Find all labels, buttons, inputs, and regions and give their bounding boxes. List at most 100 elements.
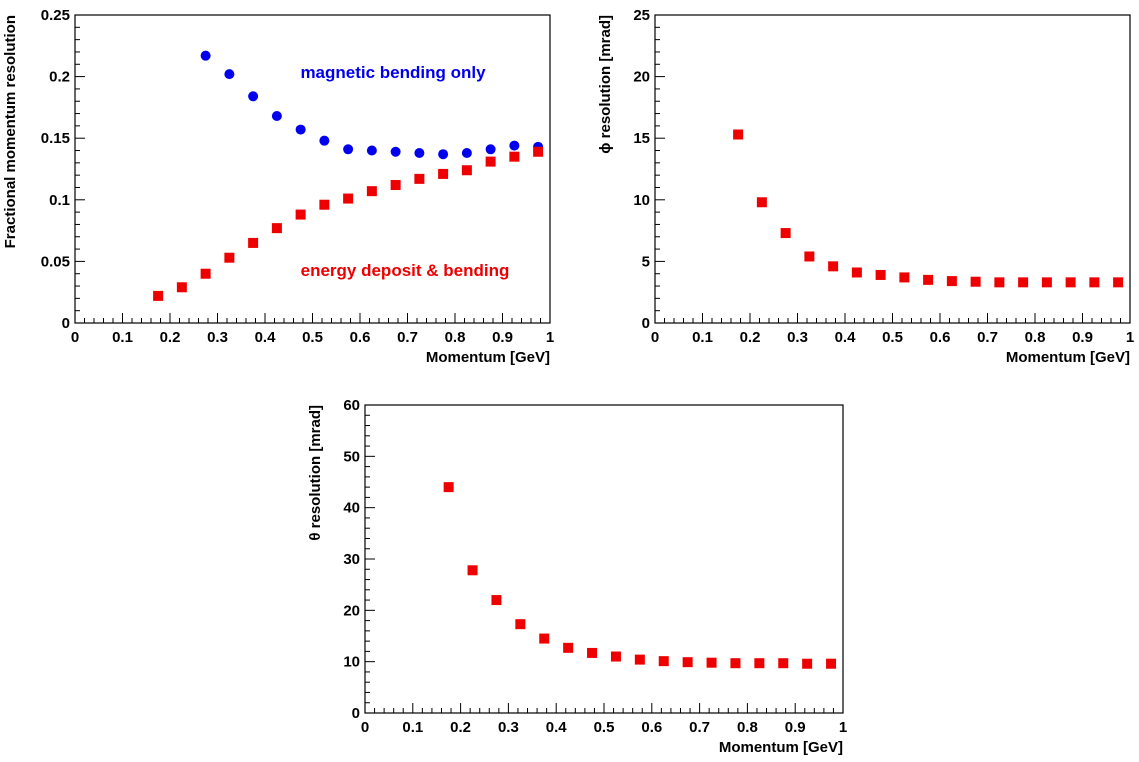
data-point [343,144,354,155]
data-point [563,642,574,653]
y-tick-label: 15 [633,130,650,147]
data-point [176,282,187,293]
x-tick-label: 0.2 [160,329,181,346]
data-point [366,145,377,156]
x-tick-label: 0.3 [498,719,519,736]
y-tick-label: 10 [343,654,360,671]
data-point [443,482,454,493]
data-point [509,151,520,162]
x-tick-label: 0.7 [977,329,998,346]
data-point [756,197,767,208]
data-point [899,272,910,283]
y-axis-title: ϕ resolution [mrad] [597,15,614,154]
data-point [414,173,425,184]
data-point [733,129,744,140]
x-tick-label: 0.7 [397,329,418,346]
data-point [319,199,330,210]
data-point [970,276,981,287]
y-tick-label: 25 [633,7,650,24]
series-1 [733,129,1124,288]
chart-1: 0 0.1 0.2 0.3 0.4 0.5 0.6 0.7 0.8 0.9 1 0 0.05 0.1 0.1… [2,7,554,366]
data-point [875,269,886,280]
x-tick-label: 0.5 [594,719,615,736]
data-point [1065,277,1076,288]
data-point [1041,277,1052,288]
data-point [224,252,235,263]
y-axis-title: Fractional momentum resolution [2,15,19,248]
series-1 [443,482,837,669]
data-point [634,654,645,665]
data-point [248,237,259,248]
y-tick-label: 0 [62,315,70,332]
x-tick-label: 0.5 [302,329,323,346]
plot-frame [364,404,844,714]
x-tick-label: 0.1 [402,719,423,736]
x-tick-label: 0.2 [740,329,761,346]
plot-frame [654,14,1131,324]
data-point [754,658,765,669]
data-point [730,658,741,669]
x-tick-label: 1 [839,719,847,736]
data-point [1018,277,1029,288]
x-tick-label: 0.9 [785,719,806,736]
data-point [271,223,282,234]
x-axis-title: Momentum [GeV] [1006,349,1130,366]
data-point [295,124,306,135]
x-tick-label: 0.3 [207,329,228,346]
x-axis-title: Momentum [GeV] [426,349,550,366]
x-tick-label: 1 [1126,329,1134,346]
x-tick-label: 0.6 [930,329,951,346]
data-point [461,165,472,176]
x-tick-label: 0 [361,719,369,736]
y-tick-label: 20 [633,69,650,86]
y-tick-label: 20 [343,602,360,619]
data-point [778,658,789,669]
data-point [390,180,401,191]
y-tick-label: 0.05 [41,253,70,270]
x-tick-label: 0 [71,329,79,346]
data-point [802,658,813,669]
data-point [200,268,211,279]
chart-2: 0 0.1 0.2 0.3 0.4 0.5 0.6 0.7 0.8 0.9 10510152025M… [597,7,1134,366]
y-tick-label: 0.25 [41,7,70,24]
y-tick-label: 40 [343,500,360,517]
y-tick-label: 0 [642,315,650,332]
x-tick-label: 0.8 [737,719,758,736]
data-point [851,267,862,278]
data-point [390,146,401,157]
x-tick-label: 0.2 [450,719,471,736]
data-point [587,647,598,658]
y-tick-label: 30 [343,551,360,568]
data-point [828,261,839,272]
data-point [414,147,425,158]
data-point [533,146,544,157]
x-tick-label: 0.1 [112,329,133,346]
data-point [485,144,496,155]
data-point [1089,277,1100,288]
x-tick-label: 0.8 [1025,329,1046,346]
series-2 [153,146,544,301]
data-point [438,149,449,160]
data-point [682,657,693,668]
data-point [461,147,472,158]
data-point [319,135,330,146]
x-tick-label: 0.6 [350,329,371,346]
x-tick-label: 0.7 [689,719,710,736]
x-tick-label: 0.4 [835,329,857,346]
data-point [248,91,259,102]
x-tick-label: 0.4 [255,329,277,346]
data-point [780,228,791,239]
x-tick-label: 0 [651,329,659,346]
annotation-label: energy deposit & bending [301,261,510,280]
data-point [438,168,449,179]
data-point [295,209,306,220]
x-tick-label: 1 [546,329,554,346]
data-point [224,69,235,80]
data-point [539,633,550,644]
x-tick-label: 0.4 [546,719,568,736]
data-point [509,140,520,151]
y-tick-label: 60 [343,397,360,414]
data-point [706,657,717,668]
data-point [804,251,815,262]
